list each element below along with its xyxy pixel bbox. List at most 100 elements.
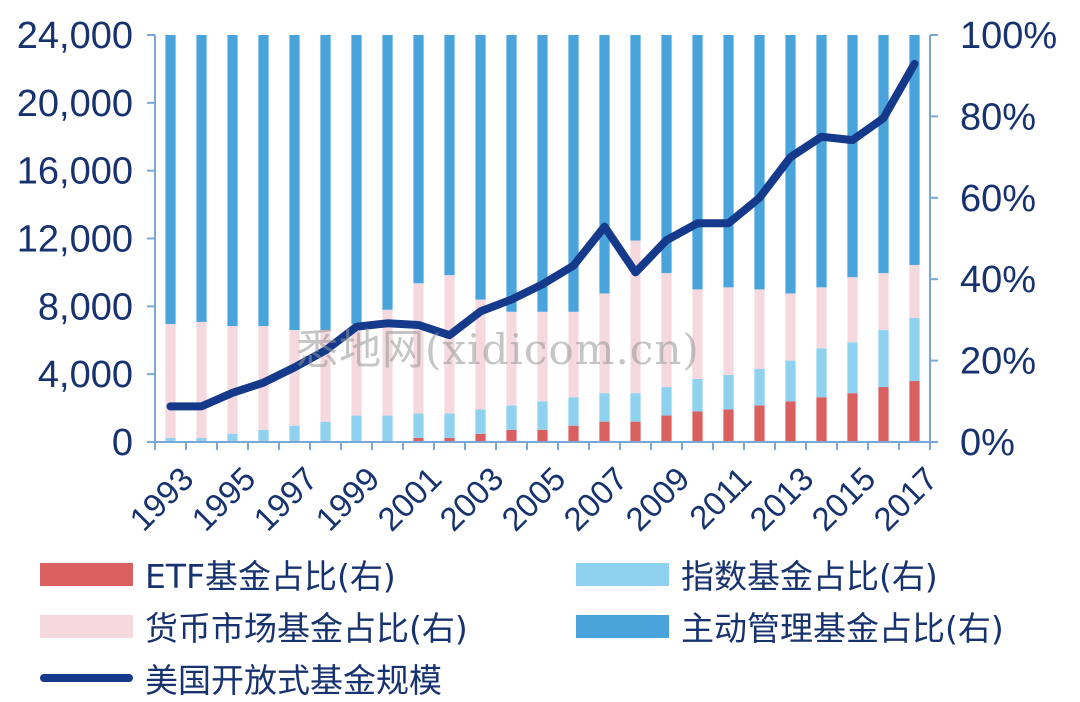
- legend-label-active: 主动管理基金占比(右): [681, 609, 1004, 648]
- bar-seg-s3-2009: [661, 35, 672, 274]
- x-tick-label: 2007: [556, 460, 634, 538]
- bar-seg-s0-2005: [537, 429, 548, 442]
- bar-seg-s2-2004: [506, 311, 517, 406]
- x-tick-label: 1995: [184, 460, 262, 538]
- bar-seg-s2-2006: [568, 311, 579, 398]
- right-tick-label: 60%: [960, 178, 1036, 220]
- x-tick-label: 2003: [432, 460, 510, 538]
- bar-seg-s3-2013: [785, 35, 796, 294]
- bar-seg-s1-2005: [537, 401, 548, 430]
- bar-seg-s0-2009: [661, 415, 672, 442]
- bar-seg-s1-1993: [165, 437, 176, 442]
- x-tick-label: 1999: [308, 460, 386, 538]
- line-series-fund-size: [166, 59, 919, 411]
- bar-layer: [165, 35, 920, 442]
- bar-seg-s2-1995: [227, 326, 238, 434]
- legend-item-money-market: 货币市场基金占比(右): [40, 602, 468, 650]
- left-tick-label: 8,000: [38, 286, 133, 328]
- bar-seg-s3-1995: [227, 35, 238, 327]
- bar-seg-s2-2010: [692, 289, 703, 379]
- bar-seg-s0-2006: [568, 425, 579, 442]
- bar-seg-s2-2005: [537, 311, 548, 402]
- bar-seg-s1-2017: [909, 317, 920, 381]
- bar-seg-s0-2017: [909, 380, 920, 442]
- bar-seg-s0-2004: [506, 429, 517, 442]
- x-tick-label: 2001: [370, 460, 448, 538]
- bar-seg-s3-2010: [692, 35, 703, 290]
- bar-seg-s0-2016: [878, 387, 889, 442]
- bar-seg-s3-1996: [258, 35, 269, 327]
- bar-seg-s3-1998: [320, 35, 331, 331]
- line-layer: [166, 59, 919, 411]
- right-tick-label: 100%: [960, 15, 1057, 57]
- bar-seg-s1-1995: [227, 433, 238, 442]
- legend-swatch-money-market: [40, 614, 133, 638]
- bar-seg-s2-2013: [785, 293, 796, 361]
- left-tick-label: 4,000: [38, 354, 133, 396]
- bar-seg-s0-2002: [444, 437, 455, 442]
- bar-seg-s3-1999: [351, 35, 362, 324]
- right-tick-label: 40%: [960, 259, 1036, 301]
- x-tick-label: 1993: [122, 460, 200, 538]
- bar-seg-s2-1994: [196, 321, 207, 438]
- legend-item-active: 主动管理基金占比(右): [576, 602, 1004, 650]
- bar-seg-s2-1997: [289, 330, 300, 426]
- bar-seg-s3-1994: [196, 35, 207, 322]
- bar-seg-s3-2001: [413, 35, 424, 284]
- x-tick-label: 2005: [494, 460, 572, 538]
- left-tick-label: 20,000: [17, 83, 133, 125]
- bar-seg-s2-2002: [444, 275, 455, 414]
- legend-label-etf: ETF基金占比(右): [145, 557, 396, 596]
- bar-seg-s3-2003: [475, 35, 486, 300]
- x-tick-label: 2011: [682, 460, 758, 536]
- legend-swatch-index: [576, 562, 669, 586]
- bar-seg-s1-2000: [382, 415, 393, 442]
- bar-seg-s2-2008: [630, 240, 641, 394]
- left-tick-label: 16,000: [17, 151, 133, 193]
- bar-seg-s3-2011: [723, 35, 734, 288]
- left-tick-label: 12,000: [17, 219, 133, 261]
- bar-seg-s1-2016: [878, 330, 889, 388]
- bar-seg-s0-2003: [475, 433, 486, 442]
- bar-seg-s3-2012: [754, 35, 765, 290]
- bar-seg-s1-2010: [692, 378, 703, 412]
- bar-seg-s3-2016: [878, 35, 889, 274]
- bar-seg-s1-1994: [196, 437, 207, 442]
- bar-seg-s1-1996: [258, 429, 269, 442]
- legend-swatch-etf: [40, 562, 133, 586]
- chart-canvas: 0 4,000 8,000 12,000 16,000 20,000 24,000 0% 20%…: [17, 15, 1057, 538]
- bar-seg-s1-1999: [351, 415, 362, 442]
- legend-label-index: 指数基金占比(右): [681, 557, 938, 596]
- bar-seg-s3-2017: [909, 35, 920, 265]
- legend-item-index: 指数基金占比(右): [576, 550, 938, 598]
- bar-seg-s0-2010: [692, 411, 703, 442]
- bar-seg-s3-2002: [444, 35, 455, 276]
- legend-item-fund-size: 美国开放式基金规模: [40, 654, 442, 702]
- bar-seg-s0-2015: [847, 393, 858, 442]
- bar-seg-s3-2006: [568, 35, 579, 312]
- x-tick-label: 2013: [742, 460, 820, 538]
- bar-seg-s3-1993: [165, 35, 176, 324]
- bar-seg-s1-2014: [816, 348, 827, 398]
- bar-seg-s1-2008: [630, 393, 641, 422]
- bar-seg-s0-2008: [630, 421, 641, 442]
- bar-seg-s1-2009: [661, 387, 672, 416]
- bar-seg-s3-2007: [599, 35, 610, 294]
- bar-seg-s1-2001: [413, 413, 424, 438]
- bar-seg-s0-2014: [816, 397, 827, 442]
- bar-seg-s1-2012: [754, 368, 765, 406]
- bar-seg-s3-1997: [289, 35, 300, 331]
- legend-item-etf: ETF基金占比(右): [40, 550, 396, 598]
- bar-seg-s2-2014: [816, 287, 827, 349]
- x-tick-label: 2009: [618, 460, 696, 538]
- bar-seg-s2-2012: [754, 289, 765, 369]
- bar-seg-s1-2007: [599, 393, 610, 422]
- bar-seg-s3-2015: [847, 35, 858, 278]
- bar-seg-s2-2016: [878, 273, 889, 331]
- bar-seg-s0-2007: [599, 421, 610, 442]
- bar-seg-s1-2002: [444, 413, 455, 438]
- left-tick-label: 24,000: [17, 15, 133, 57]
- bar-seg-s2-1999: [351, 323, 362, 416]
- x-tick-label: 1997: [246, 460, 324, 538]
- legend-label-money-market: 货币市场基金占比(右): [145, 609, 468, 648]
